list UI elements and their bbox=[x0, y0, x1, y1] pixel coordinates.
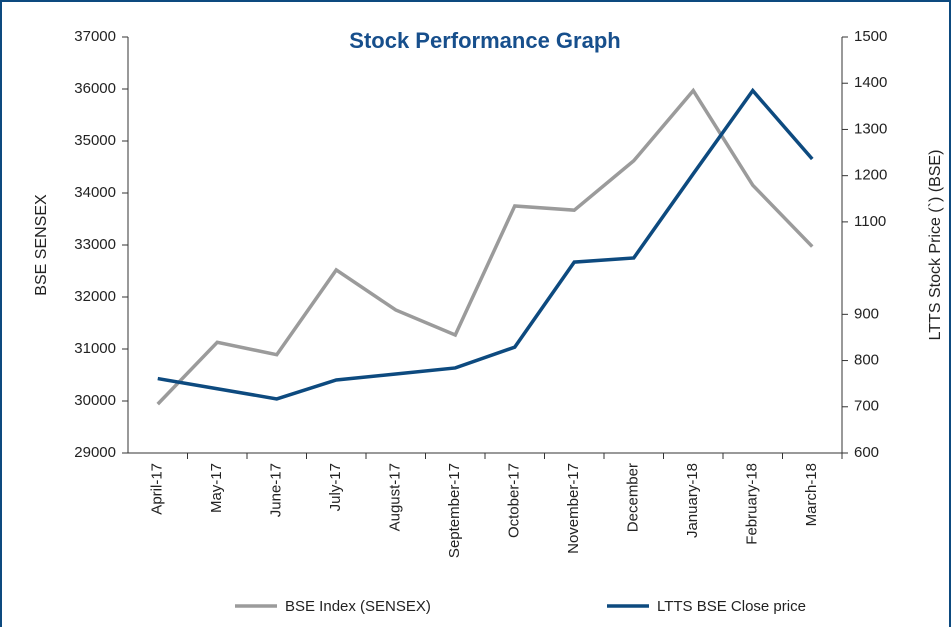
y2-tick-label: 1200 bbox=[854, 167, 887, 184]
x-tick-label: November-17 bbox=[565, 463, 582, 554]
y-axis-label: BSE SENSEX bbox=[33, 194, 50, 296]
chart-title: Stock Performance Graph bbox=[349, 28, 620, 53]
x-tick-label: July-17 bbox=[327, 463, 344, 511]
y-tick-label: 35000 bbox=[74, 132, 116, 149]
y-tick-label: 33000 bbox=[74, 236, 116, 253]
x-tick-label: December bbox=[625, 463, 642, 532]
y2-tick-label: 900 bbox=[854, 305, 879, 322]
x-tick-label: March-18 bbox=[803, 463, 820, 526]
legend-label: LTTS BSE Close price bbox=[657, 598, 806, 615]
series-line bbox=[156, 87, 814, 406]
y-tick-label: 34000 bbox=[74, 184, 116, 201]
y2-axis-label: LTTS Stock Price (`) (BSE) bbox=[927, 150, 944, 341]
x-tick-label: June-17 bbox=[268, 463, 285, 517]
y2-tick-label: 1100 bbox=[854, 213, 886, 230]
legend-label: BSE Index (SENSEX) bbox=[285, 598, 431, 615]
y-tick-label: 36000 bbox=[74, 80, 116, 97]
y-tick-label: 30000 bbox=[74, 392, 116, 409]
y2-tick-label: 1500 bbox=[854, 28, 887, 45]
y-tick-label: 32000 bbox=[74, 288, 116, 305]
x-tick-label: February-18 bbox=[744, 463, 761, 545]
series-line bbox=[157, 87, 814, 401]
y2-tick-label: 800 bbox=[854, 352, 879, 369]
x-tick-label: January-18 bbox=[684, 463, 701, 538]
x-tick-label: September-17 bbox=[446, 463, 463, 558]
x-tick-label: August-17 bbox=[387, 463, 404, 531]
y-tick-label: 31000 bbox=[74, 340, 116, 357]
y-tick-label: 29000 bbox=[74, 444, 116, 461]
y2-tick-label: 1400 bbox=[854, 74, 887, 91]
x-tick-label: May-17 bbox=[208, 463, 225, 513]
x-tick-label: April-17 bbox=[149, 463, 166, 515]
y2-tick-label: 1300 bbox=[854, 120, 887, 137]
y2-tick-label: 700 bbox=[854, 398, 879, 415]
x-tick-label: October-17 bbox=[506, 463, 523, 538]
y-tick-label: 37000 bbox=[74, 28, 116, 45]
y2-tick-label: 600 bbox=[854, 444, 879, 461]
